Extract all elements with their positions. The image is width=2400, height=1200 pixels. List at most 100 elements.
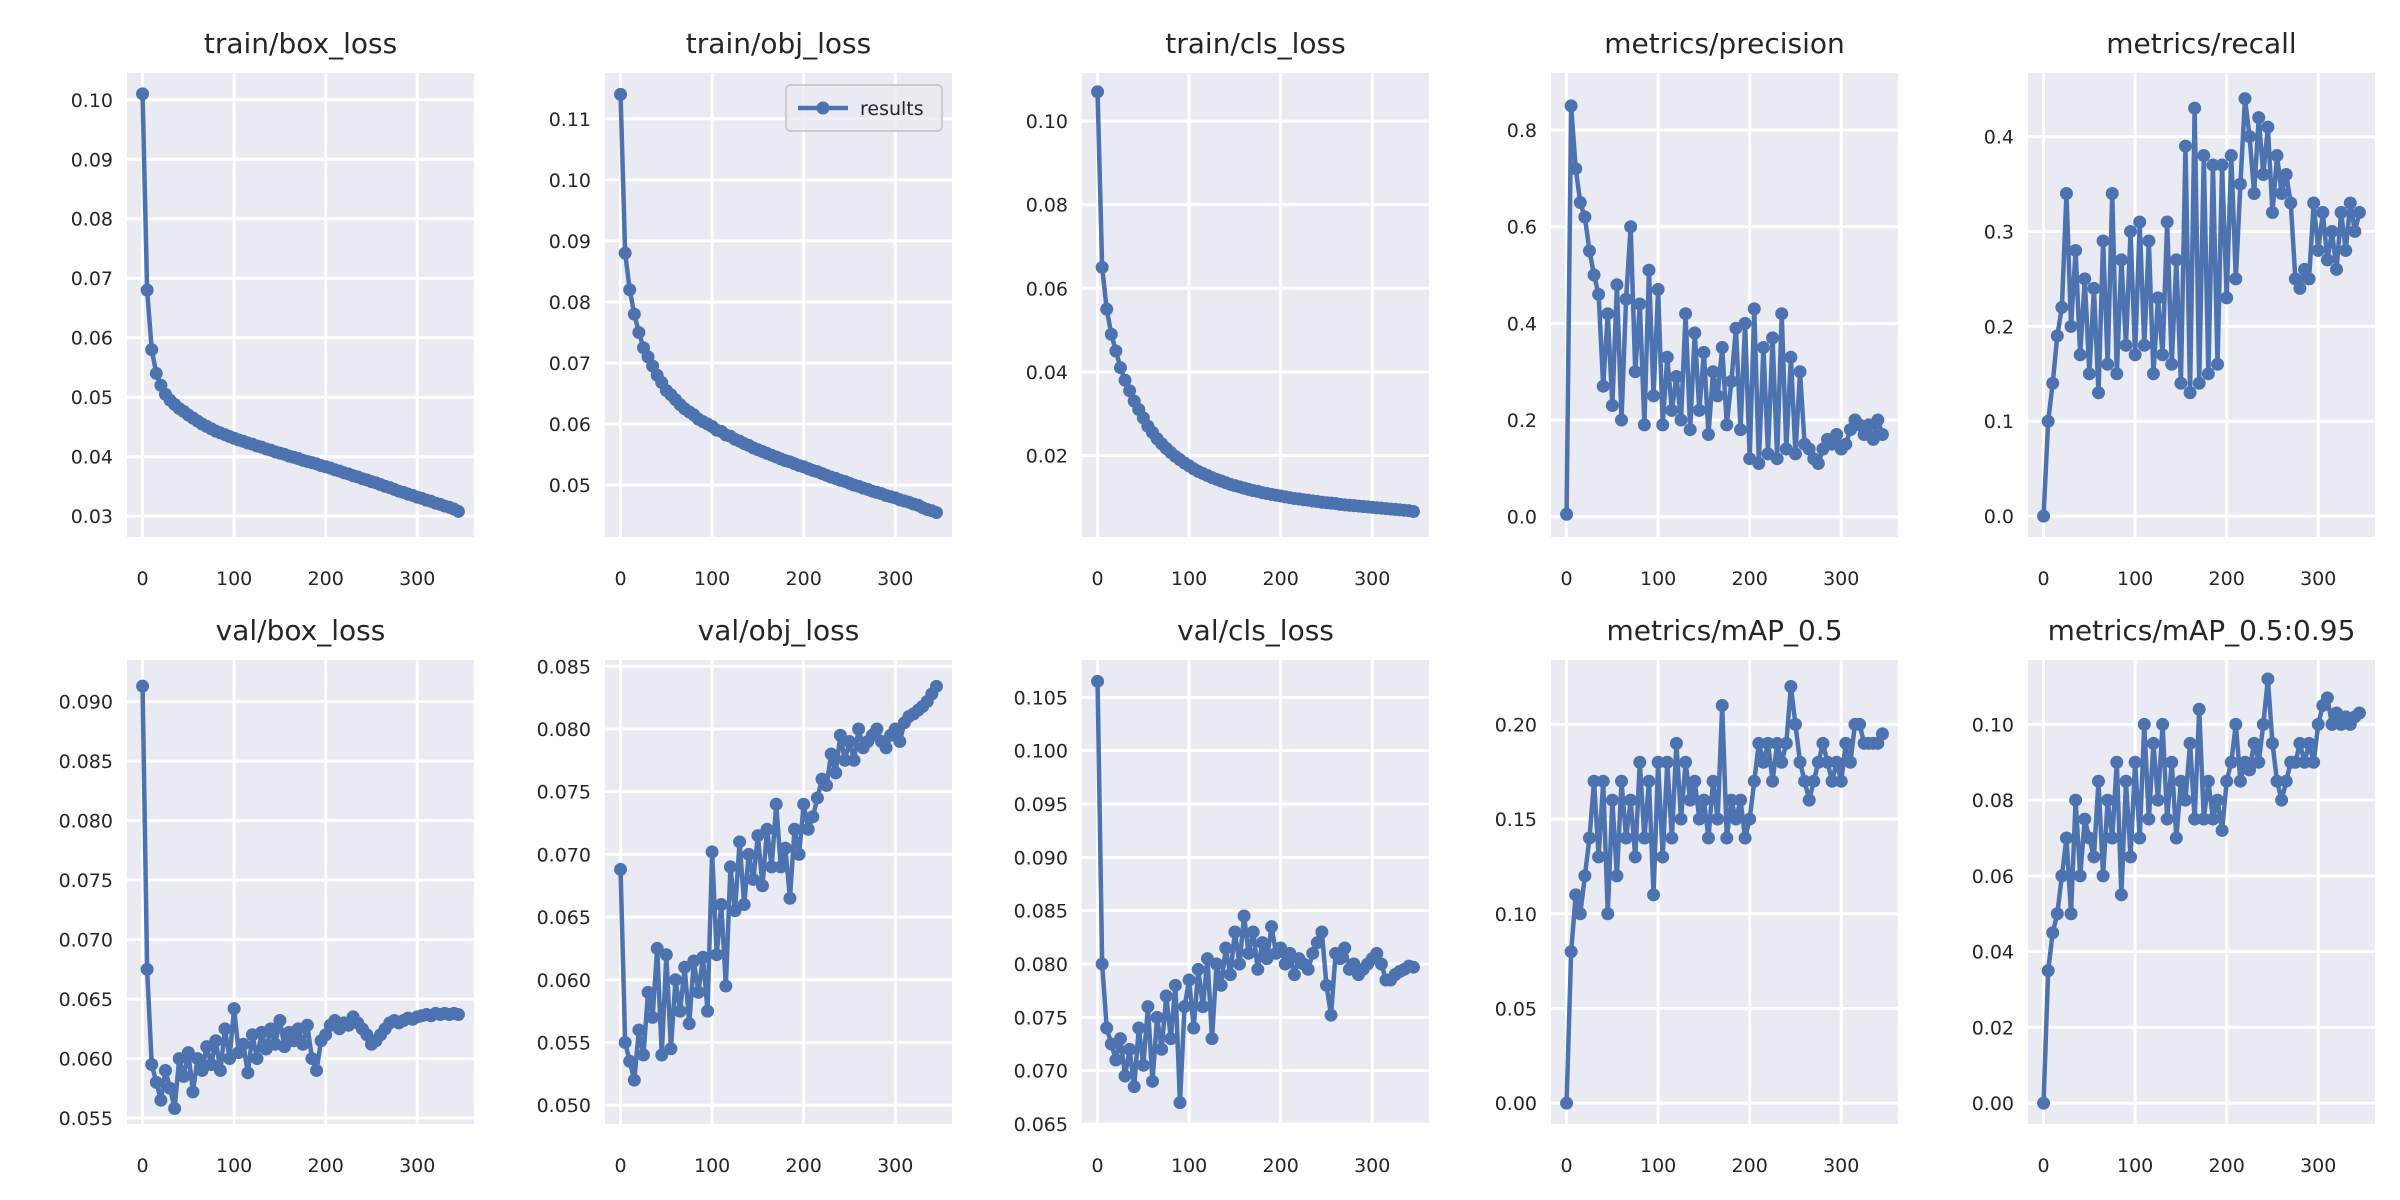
y-tick-label: 0.02: [1972, 1017, 2014, 1039]
data-point: [2055, 300, 2069, 314]
data-point: [2073, 869, 2087, 883]
y-tick-label: 0.06: [1026, 278, 1068, 300]
plot-area: [605, 73, 952, 537]
data-point: [728, 904, 742, 918]
data-point: [2169, 831, 2183, 845]
data-point: [1265, 920, 1279, 934]
y-tick-label: 0.065: [1014, 1114, 1068, 1136]
data-point: [2050, 329, 2064, 343]
series-line-results: [1564, 684, 1885, 1104]
data-point: [2156, 717, 2170, 731]
data-point: [847, 753, 861, 767]
y-tick-label: 0.100: [1014, 741, 1068, 763]
data-point: [1315, 925, 1329, 939]
data-point: [1793, 365, 1807, 379]
data-point: [1701, 831, 1715, 845]
data-point: [929, 506, 943, 520]
data-point: [1109, 344, 1123, 358]
y-tick-label: 0.02: [1026, 445, 1068, 467]
y-tick-label: 0.075: [537, 782, 591, 804]
data-point: [1132, 1021, 1146, 1035]
data-point: [2311, 717, 2325, 731]
x-tick-label: 0: [615, 1155, 627, 1177]
data-point: [2037, 1096, 2051, 1110]
data-point: [1605, 793, 1619, 807]
data-point: [1628, 850, 1642, 864]
data-point: [1173, 1096, 1187, 1110]
data-point: [2178, 793, 2192, 807]
data-point: [1875, 727, 1889, 741]
x-tick-label: 0: [1092, 1155, 1104, 1177]
y-tick-label: 0.05: [1495, 998, 1537, 1020]
data-point: [2073, 348, 2087, 362]
x-tick-label: 200: [1732, 568, 1768, 590]
data-point: [310, 1063, 324, 1077]
y-tick-label: 0.08: [71, 209, 113, 231]
y-tick-label: 0.00: [1972, 1093, 2014, 1115]
data-point: [2101, 793, 2115, 807]
y-tick-label: 0.6: [1507, 217, 1537, 239]
data-point: [1587, 774, 1601, 788]
data-point: [2137, 717, 2151, 731]
data-point: [2270, 774, 2284, 788]
data-point: [2078, 812, 2092, 826]
y-tick-label: 0.05: [549, 475, 591, 497]
data-point: [2265, 205, 2279, 219]
data-point: [1747, 302, 1761, 316]
legend-marker-icon: [816, 101, 830, 115]
data-point: [1711, 812, 1725, 826]
data-point: [1793, 755, 1807, 769]
x-tick-label: 300: [2300, 568, 2336, 590]
y-tick-label: 0.20: [1495, 714, 1537, 736]
data-point: [1734, 423, 1748, 437]
data-point: [1830, 755, 1844, 769]
data-point: [2183, 386, 2197, 400]
data-point: [2298, 755, 2312, 769]
y-tick-label: 0.07: [71, 268, 113, 290]
data-point: [632, 325, 646, 339]
subplot-metrics-recall: 0 100 200 300 0.0 0.1 0.2 0.3 0.4 metrics/recall: [1984, 27, 2375, 590]
data-point: [2037, 509, 2051, 523]
data-point: [1715, 341, 1729, 355]
data-point: [140, 283, 154, 297]
data-point: [1592, 287, 1606, 301]
x-tick-label: 300: [399, 568, 435, 590]
data-point: [632, 1023, 646, 1037]
y-tick-label: 0.4: [1984, 127, 2014, 149]
legend: results: [785, 84, 943, 132]
data-point: [2265, 736, 2279, 750]
data-point: [154, 1093, 168, 1107]
data-point: [2243, 130, 2257, 144]
data-point: [664, 1042, 678, 1056]
data-point: [1246, 925, 1260, 939]
data-point: [2128, 755, 2142, 769]
data-point: [1738, 831, 1752, 845]
data-point: [623, 283, 637, 297]
data-point: [1569, 888, 1583, 902]
data-point: [2114, 253, 2128, 267]
y-tick-label: 0.085: [537, 656, 591, 678]
data-point: [2142, 812, 2156, 826]
data-point: [2151, 793, 2165, 807]
data-point: [2224, 755, 2238, 769]
x-tick-label: 100: [1640, 1155, 1676, 1177]
data-point: [1692, 403, 1706, 417]
data-point: [1614, 413, 1628, 427]
data-point: [2091, 386, 2105, 400]
subplot-title: val/box_loss: [216, 614, 386, 647]
data-point: [650, 941, 664, 955]
data-point: [1633, 297, 1647, 311]
data-point: [451, 504, 465, 518]
data-point: [2137, 338, 2151, 352]
data-point: [1118, 1069, 1132, 1083]
data-point: [1406, 505, 1420, 519]
x-tick-label: 0: [615, 568, 627, 590]
subplot-train-cls-loss: 0 100 200 300 0.02 0.04 0.06 0.08 0.10 train/cls_…: [1026, 27, 1429, 590]
data-point: [751, 829, 765, 843]
data-point: [691, 985, 705, 999]
data-point: [1210, 957, 1224, 971]
data-point: [1660, 755, 1674, 769]
x-tick-label: 200: [308, 1155, 344, 1177]
x-tick-label: 0: [137, 1155, 149, 1177]
subplot-title: train/box_loss: [204, 27, 397, 60]
